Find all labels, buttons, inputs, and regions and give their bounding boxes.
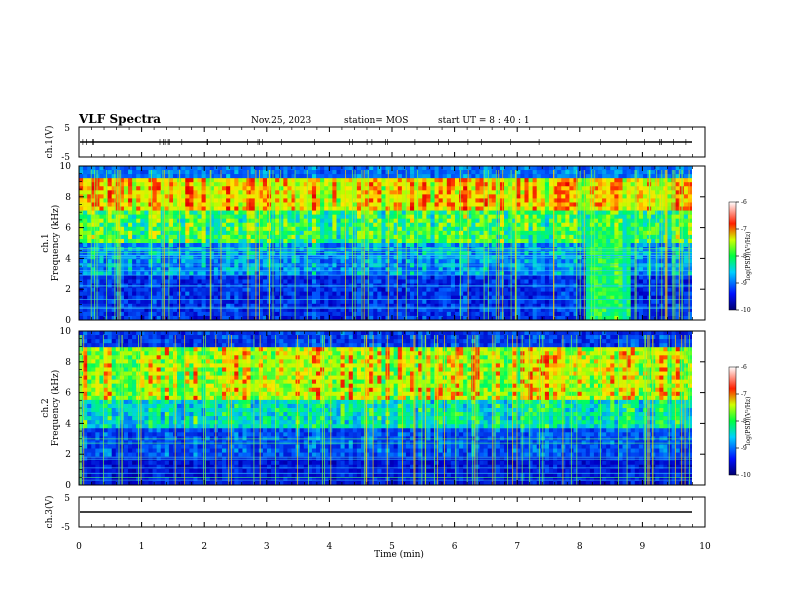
ytick-label: 4 — [65, 419, 71, 429]
ytick-label: 6 — [65, 389, 71, 399]
xtick-label: 9 — [640, 542, 646, 552]
ch2-spec-ylabel-channel: ch.2 — [41, 398, 51, 417]
ytick-label: 4 — [65, 254, 71, 264]
ch2-spectrogram-yticks: 0 2 4 6 8 10 — [60, 327, 705, 491]
station-label: station= MOS — [344, 116, 408, 126]
ytick-label: 10 — [60, 162, 72, 172]
colorbar-tick-label: -9 — [741, 280, 747, 287]
xtick-label: 1 — [139, 542, 145, 552]
ytick-label: 2 — [65, 285, 71, 295]
ch3-wave-ytick-bottom: -5 — [61, 523, 70, 533]
colorbar-tick-label: -10 — [741, 472, 751, 479]
xtick-label: 10 — [699, 542, 711, 552]
colorbar-tick-label: -7 — [741, 391, 747, 398]
ch1-wave-ytick-top: 5 — [64, 124, 70, 134]
xtick-label: 0 — [76, 542, 82, 552]
ch2-colorbar — [728, 366, 737, 476]
ch1-wave-ytick-bottom: -5 — [61, 153, 70, 163]
ytick-label: 0 — [65, 481, 71, 491]
x-axis-label: Time (min) — [374, 549, 424, 560]
ch1-spectrogram-panel: 0 2 4 6 8 10 ch.1 Frequency (kHz) -6 -7 -8 -9 -10… — [41, 162, 752, 326]
ch1-colorbar — [728, 201, 737, 311]
xtick-label: 6 — [452, 542, 458, 552]
ch1-waveform-panel: 5 -5 ch.1(V) — [44, 124, 706, 163]
ch2-colorbar-label: log(PSD)(V²/Hz) — [745, 397, 752, 446]
ch2-colorbar-ticks: -6 -7 -8 -9 -10 — [736, 364, 751, 479]
ch2-spec-ylabel-frequency: Frequency (kHz) — [50, 370, 61, 447]
ytick-label: 0 — [65, 316, 71, 326]
ch2-spectrogram-image — [79, 331, 705, 486]
xtick-label: 3 — [264, 542, 270, 552]
figure-title: VLF Spectra — [78, 112, 161, 126]
ytick-label: 10 — [60, 327, 72, 337]
ch3-wave-ylabel: ch.3(V) — [44, 496, 55, 529]
ch1-spectrogram-yticks: 0 2 4 6 8 10 — [60, 162, 705, 326]
colorbar-tick-label: -9 — [741, 445, 747, 452]
xtick-label: 4 — [327, 542, 333, 552]
colorbar-tick-label: -6 — [741, 364, 747, 371]
ytick-label: 2 — [65, 450, 71, 460]
colorbar-tick-label: -7 — [741, 226, 747, 233]
ch1-spectrogram-image — [79, 166, 705, 321]
ytick-label: 8 — [65, 358, 71, 368]
ch1-colorbar-label: log(PSD)(V²/Hz) — [745, 232, 752, 281]
ch3-waveform-panel: 5 -5 ch.3(V) — [44, 494, 706, 533]
ch1-spec-ylabel-frequency: Frequency (kHz) — [50, 205, 61, 282]
colorbar-tick-label: -8 — [741, 253, 747, 260]
xtick-label: 8 — [577, 542, 583, 552]
ch1-colorbar-ticks: -6 -7 -8 -9 -10 — [736, 199, 751, 314]
colorbar-tick-label: -6 — [741, 199, 747, 206]
colorbar-tick-label: -8 — [741, 418, 747, 425]
date-label: Nov.25, 2023 — [251, 116, 312, 126]
colorbar-tick-label: -10 — [741, 307, 751, 314]
start-time-label: start UT = 8 : 40 : 1 — [438, 116, 530, 126]
ch1-spec-ylabel-channel: ch.1 — [41, 233, 51, 252]
ch2-spectrogram-panel: 0 2 4 6 8 10 ch.2 Frequency (kHz) -6 -7 -8 -9 -10… — [41, 327, 752, 491]
xtick-label: 2 — [201, 542, 207, 552]
xtick-label: 5 — [389, 542, 395, 552]
ch1-waveform-spikes — [82, 139, 687, 145]
ch3-wave-ytick-top: 5 — [64, 494, 70, 504]
xtick-label: 7 — [514, 542, 520, 552]
ch1-wave-ylabel: ch.1(V) — [44, 126, 55, 159]
ytick-label: 8 — [65, 193, 71, 203]
ytick-label: 6 — [65, 224, 71, 234]
time-axis-ticks: 0 1 2 3 4 5 6 7 8 9 10 — [76, 127, 711, 552]
